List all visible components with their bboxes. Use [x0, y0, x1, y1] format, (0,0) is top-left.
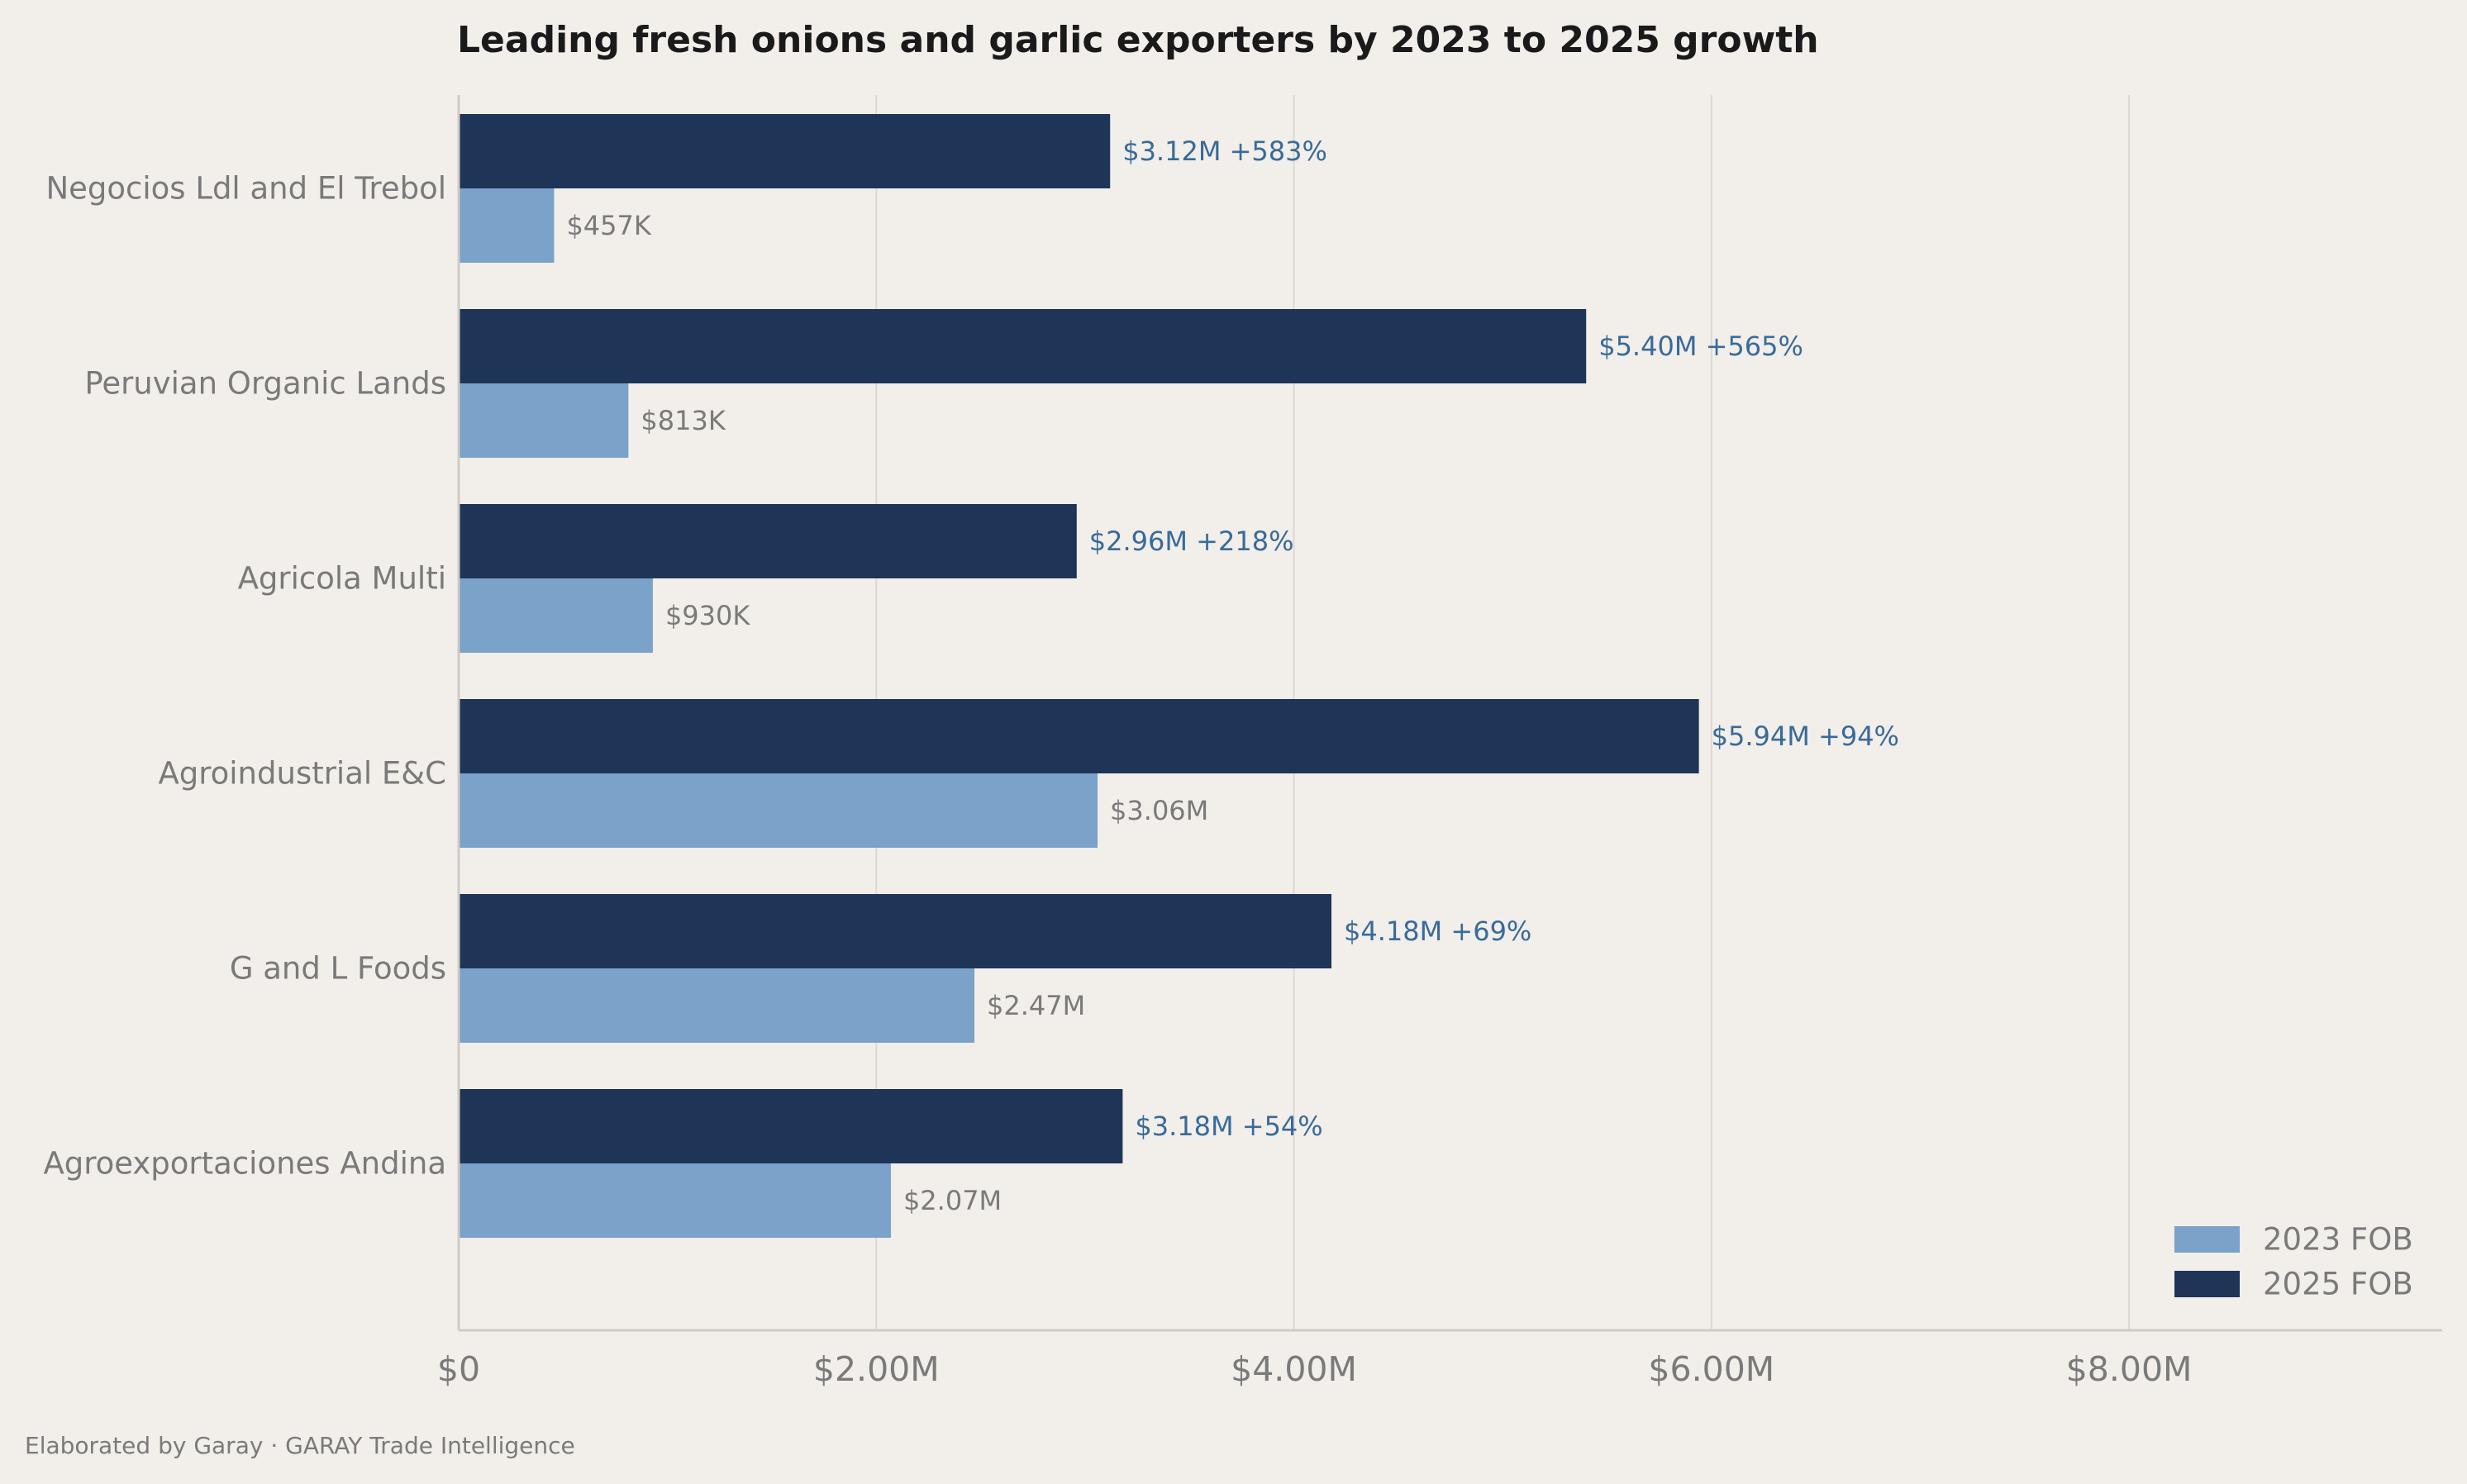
data-label-2023: $813K — [641, 405, 726, 436]
bar-2025 — [459, 504, 1077, 578]
bar-2025 — [459, 699, 1699, 773]
legend-item-2025-swatch — [2174, 1271, 2240, 1297]
data-label-2023: $3.06M — [1110, 795, 1208, 826]
chart-title: Leading fresh onions and garlic exporter… — [457, 19, 1819, 61]
bar-2023 — [459, 1163, 891, 1238]
x-axis: $0 $2.00M $4.00M $6.00M $8.00M — [437, 95, 2442, 1389]
bar-2025 — [459, 1089, 1123, 1163]
bar-2023 — [459, 968, 974, 1043]
data-label-2025: $3.12M +583% — [1122, 136, 1327, 167]
category-label: Agroexportaciones Andina — [43, 1146, 446, 1182]
legend: 2023 FOB 2025 FOB — [2174, 1222, 2413, 1302]
x-tick-label: $6.00M — [1648, 1349, 1774, 1389]
data-label-2023: $2.47M — [987, 990, 1085, 1021]
bar-2025 — [459, 894, 1331, 968]
legend-item-2023-swatch — [2174, 1226, 2240, 1253]
category-label: G and L Foods — [230, 951, 446, 987]
x-tick-label: $4.00M — [1231, 1349, 1357, 1389]
data-label-2025: $2.96M +218% — [1089, 526, 1294, 557]
category-label: Negocios Ldl and El Trebol — [45, 171, 446, 207]
data-label-2025: $4.18M +69% — [1344, 916, 1531, 947]
category-label: Agroindustrial E&C — [158, 756, 446, 792]
bar-2025 — [459, 309, 1587, 383]
x-tick-label: $0 — [437, 1349, 480, 1389]
category-labels: Negocios Ldl and El Trebol Peruvian Organ… — [43, 171, 446, 1182]
data-label-2025: $5.94M +94% — [1712, 721, 1899, 752]
category-label: Peruvian Organic Lands — [84, 366, 446, 402]
data-label-2023: $930K — [665, 600, 750, 631]
data-label-2025: $3.18M +54% — [1135, 1111, 1322, 1142]
x-tick-label: $2.00M — [813, 1349, 940, 1389]
bar-2023 — [459, 578, 653, 653]
bar-2023 — [459, 773, 1098, 848]
data-label-2025: $5.40M +565% — [1598, 331, 1803, 362]
x-tick-label: $8.00M — [2066, 1349, 2193, 1389]
bars — [459, 114, 1699, 1238]
bar-2025 — [459, 114, 1111, 188]
bar-2023 — [459, 188, 555, 263]
data-label-2023: $2.07M — [903, 1185, 1002, 1216]
bar-labels: $3.12M +583% $457K $5.40M +565% $813K $2.96M… — [566, 136, 1899, 1216]
legend-item-2023-label: 2023 FOB — [2263, 1222, 2413, 1258]
legend-item-2025-label: 2025 FOB — [2263, 1267, 2413, 1302]
footer-credit: Elaborated by Garay · GARAY Trade Intell… — [25, 1432, 575, 1459]
bar-2023 — [459, 383, 629, 458]
data-label-2023: $457K — [566, 210, 651, 241]
category-label: Agricola Multi — [238, 561, 446, 597]
